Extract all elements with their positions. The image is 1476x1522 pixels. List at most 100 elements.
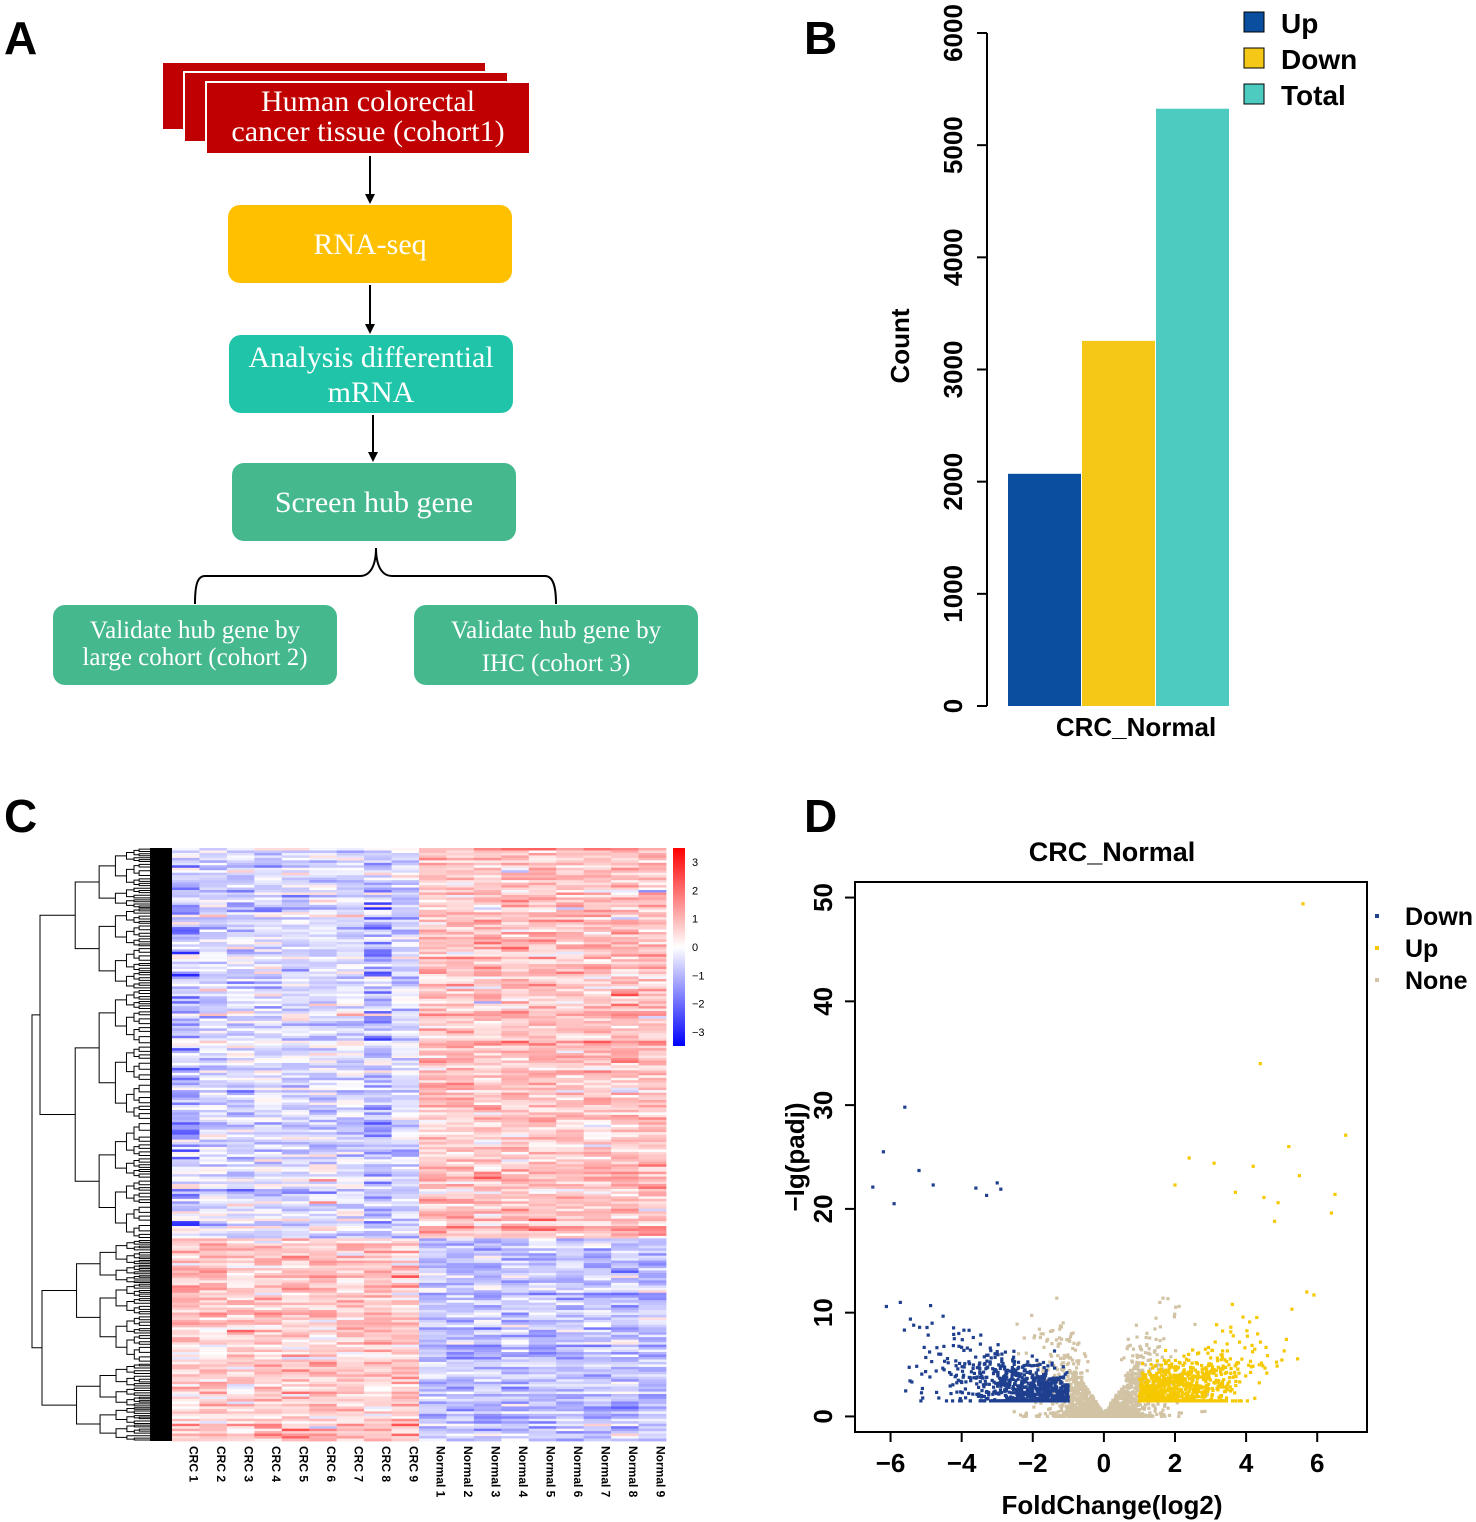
heatmap-cell — [281, 1287, 310, 1291]
heatmap-cell — [309, 877, 338, 881]
heatmap-cell — [611, 956, 639, 960]
heatmap-cell — [199, 1248, 228, 1252]
heatmap-cell — [556, 917, 585, 921]
heatmap-cell — [172, 1272, 200, 1276]
heatmap-cell — [528, 917, 557, 921]
heatmap-cell — [556, 974, 585, 977]
heatmap-cell — [611, 909, 639, 913]
heatmap-cell — [556, 1391, 585, 1395]
heatmap-cell — [199, 1043, 228, 1047]
heatmap-cell — [254, 1050, 283, 1054]
heatmap-cell — [226, 1401, 255, 1405]
volcano-point-none — [1134, 1323, 1138, 1327]
heatmap-cell — [391, 1016, 420, 1019]
heatmap-cell — [583, 1399, 612, 1402]
heatmap-cell — [254, 974, 283, 977]
heatmap-cell — [501, 1297, 530, 1301]
heatmap-cell — [364, 1438, 392, 1442]
heatmap-cell — [528, 1300, 557, 1304]
heatmap-cell — [638, 993, 667, 997]
heatmap-cell — [528, 941, 557, 945]
heatmap-cell — [611, 1181, 639, 1185]
heatmap-cell — [281, 1058, 310, 1061]
heatmap-cell — [611, 875, 639, 879]
heatmap-cell — [336, 1149, 365, 1153]
heatmap-cell — [336, 1137, 365, 1140]
heatmap-cell — [528, 1208, 557, 1212]
heatmap-cell — [473, 1211, 502, 1215]
heatmap-cell — [391, 1018, 420, 1022]
heatmap-cell — [281, 971, 310, 975]
heatmap-cell — [419, 1379, 447, 1383]
heatmap-cell — [501, 1302, 530, 1306]
heatmap-cell — [473, 1282, 502, 1286]
heatmap-cell — [473, 890, 502, 893]
dendrogram-branch — [126, 1366, 135, 1373]
heatmap-cell — [528, 1255, 557, 1259]
heatmap-cell — [226, 885, 255, 888]
dendrogram-branch — [133, 939, 140, 946]
heatmap-cell — [473, 1035, 502, 1039]
heatmap-cell — [391, 969, 420, 972]
heatmap-cell — [172, 1186, 200, 1190]
heatmap-cell — [419, 1233, 447, 1237]
heatmap-cell — [556, 867, 585, 871]
heatmap-cell — [199, 1290, 228, 1294]
heatmap-cell — [473, 1418, 502, 1422]
volcano-point-none — [1126, 1337, 1130, 1341]
heatmap-cell — [473, 1161, 502, 1165]
heatmap-cell — [336, 961, 365, 965]
heatmap-cell — [473, 1243, 502, 1247]
heatmap-cell — [281, 907, 310, 911]
heatmap-cell — [528, 991, 557, 995]
heatmap-cell — [172, 890, 200, 893]
heatmap-cell — [419, 949, 447, 953]
heatmap-cell — [501, 1223, 530, 1227]
heatmap-cell — [611, 1230, 639, 1234]
heatmap-cell — [309, 983, 338, 987]
heatmap-cell — [528, 1095, 557, 1098]
heatmap-cell — [391, 865, 420, 869]
heatmap-cell — [254, 1087, 283, 1091]
heatmap-cell — [226, 1117, 255, 1121]
heatmap-cell — [281, 1198, 310, 1202]
heatmap-cell — [309, 1305, 338, 1308]
heatmap-cell — [638, 998, 667, 1002]
heatmap-cell — [336, 1381, 365, 1385]
heatmap-cell — [336, 1235, 365, 1239]
heatmap-cell — [419, 1146, 447, 1150]
heatmap-cell — [309, 1149, 338, 1153]
heatmap-cell — [419, 1366, 447, 1370]
heatmap-cell — [556, 1208, 585, 1212]
heatmap-cell — [556, 860, 585, 864]
heatmap-cell — [528, 1181, 557, 1185]
heatmap-cell — [254, 1164, 283, 1168]
heatmap-cell — [199, 996, 228, 1000]
heatmap-cell — [199, 1023, 228, 1027]
heatmap-cell — [309, 1413, 338, 1417]
heatmap-cell — [199, 1104, 228, 1108]
heatmap-cell — [391, 1300, 420, 1304]
heatmap-cell — [419, 1085, 447, 1089]
heatmap-cell — [638, 1030, 667, 1034]
heatmap-cell — [583, 1347, 612, 1350]
heatmap-cell — [336, 909, 365, 913]
heatmap-cell — [501, 1411, 530, 1415]
dendrogram-branch — [138, 1054, 150, 1059]
heatmap-cell — [528, 1433, 557, 1437]
heatmap-cell — [638, 1070, 667, 1074]
heatmap-cell — [391, 1127, 420, 1131]
heatmap-cell — [309, 1366, 338, 1370]
heatmap-cell — [419, 1295, 447, 1299]
heatmap-cell — [528, 1050, 557, 1054]
heatmap-cell — [254, 1418, 283, 1422]
heatmap-cell — [528, 892, 557, 896]
heatmap-cell — [309, 1290, 338, 1294]
heatmap-cell — [336, 1238, 365, 1242]
heatmap-cell — [638, 1381, 667, 1385]
heatmap-cell — [556, 1339, 585, 1343]
heatmap-cell — [501, 1376, 530, 1380]
heatmap-cell — [419, 1386, 447, 1390]
dendrogram-branch — [125, 1052, 135, 1073]
heatmap-cell — [309, 1208, 338, 1212]
